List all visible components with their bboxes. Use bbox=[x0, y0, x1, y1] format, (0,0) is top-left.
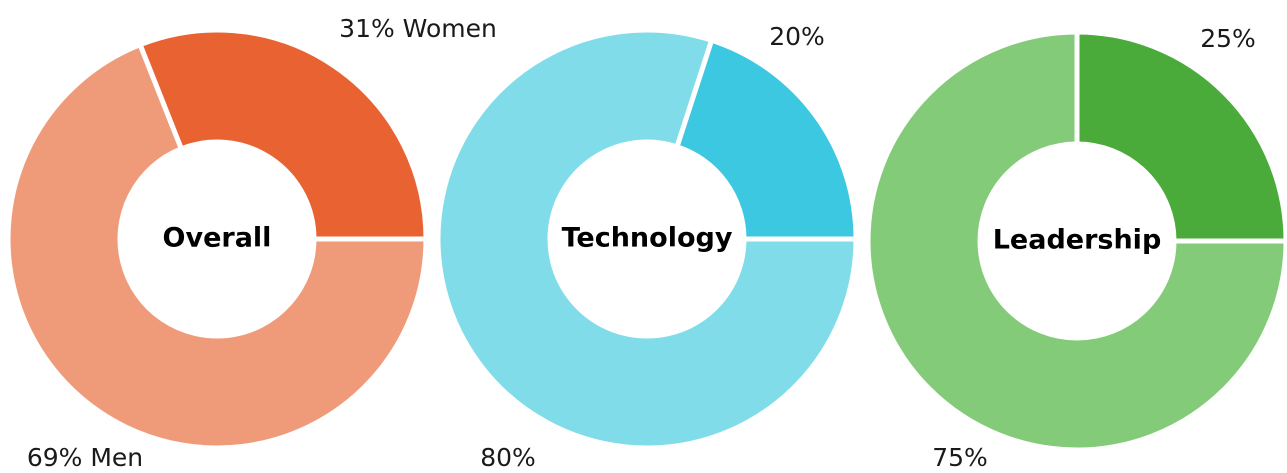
data-label-overall-men: 69% Men bbox=[27, 443, 143, 472]
donut-hole-overall bbox=[120, 142, 314, 336]
data-label-technology-women: 20% bbox=[769, 22, 825, 51]
donut-hole-leadership bbox=[980, 144, 1174, 338]
data-label-technology-men: 80% bbox=[480, 443, 536, 472]
chart-title-technology: Technology bbox=[562, 223, 733, 254]
data-label-overall-women: 31% Women bbox=[339, 14, 497, 43]
data-label-leadership-men: 75% bbox=[932, 443, 988, 472]
donut-hole-technology bbox=[550, 142, 744, 336]
chart-title-leadership: Leadership bbox=[993, 225, 1162, 256]
chart-title-overall: Overall bbox=[163, 223, 272, 254]
data-label-leadership-women: 25% bbox=[1200, 24, 1256, 53]
slices-layer bbox=[5, 27, 1287, 453]
